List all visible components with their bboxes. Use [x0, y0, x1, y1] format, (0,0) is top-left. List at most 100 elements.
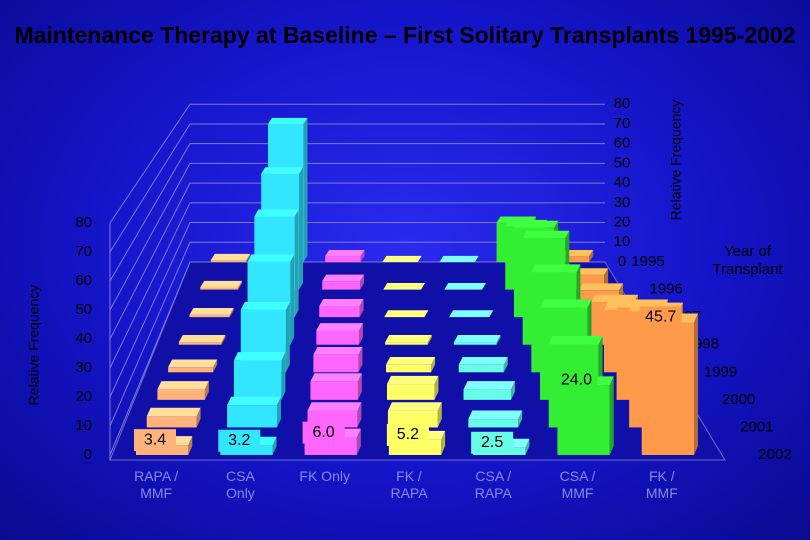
bar	[325, 256, 361, 262]
bar-side	[272, 436, 277, 455]
bar-top	[233, 352, 286, 361]
bar-side	[518, 410, 523, 428]
grid-line	[109, 123, 605, 253]
bar-top	[319, 299, 364, 306]
z-tick-label: 1995	[631, 253, 664, 270]
bar-top	[307, 402, 362, 411]
bar-side	[196, 407, 201, 428]
bar-side	[360, 249, 365, 262]
data-label-box	[302, 421, 345, 444]
data-label: 5.2	[397, 426, 419, 443]
bar	[210, 260, 247, 262]
bar-side	[427, 334, 432, 345]
data-label-box	[555, 369, 598, 392]
y-tick-label: 0	[84, 446, 92, 463]
bar-top	[316, 323, 363, 331]
data-label-box	[386, 423, 429, 446]
bar-top	[310, 373, 362, 382]
bar-top	[254, 209, 299, 217]
bar-side	[294, 209, 299, 318]
bar-top	[522, 230, 570, 239]
bar-top	[210, 253, 251, 261]
bar-top	[382, 255, 422, 262]
y-tick-label: 80	[75, 214, 92, 231]
bar-side	[356, 428, 361, 455]
z-axis-label: Year of Transplant	[712, 243, 783, 278]
bar	[322, 281, 361, 290]
bar-side	[246, 253, 251, 262]
bar-top	[146, 407, 201, 417]
bar-side	[431, 357, 436, 373]
z-tick-label: 2001	[740, 418, 773, 435]
y-tick-label: 60	[75, 272, 92, 289]
x-tick-label: CSA / MMF	[559, 468, 596, 501]
bar	[468, 419, 519, 428]
y2-tick-label: 30	[614, 194, 631, 211]
bar	[557, 385, 610, 455]
bar	[641, 322, 694, 455]
z-tick-label: 1999	[704, 363, 737, 380]
bar-side	[358, 323, 363, 345]
data-label-box	[471, 431, 514, 454]
bar-top	[240, 301, 290, 310]
x-tick-label: FK / RAPA	[390, 468, 428, 501]
bar	[189, 314, 230, 318]
bar-side	[221, 334, 226, 345]
data-label: 6.0	[312, 424, 334, 441]
grid-line	[109, 182, 605, 340]
bar-top	[386, 375, 439, 385]
bar-top	[322, 274, 365, 282]
grid-line	[109, 143, 605, 282]
data-label: 45.7	[645, 309, 676, 326]
bar-side	[496, 334, 501, 345]
y-tick-label: 20	[75, 388, 92, 405]
y-tick-label: 30	[75, 359, 92, 376]
bar-top	[268, 117, 308, 124]
data-label: 2.5	[481, 434, 503, 451]
bar-side	[213, 359, 218, 373]
y-tick-label: 40	[75, 330, 92, 347]
bar	[178, 342, 222, 345]
data-label-box	[134, 429, 177, 452]
bar	[553, 256, 590, 262]
x-tick-label: FK / MMF	[645, 468, 678, 501]
bar-top	[200, 280, 242, 288]
bar-side	[434, 375, 439, 400]
bar-side	[609, 376, 614, 455]
z-tick-label: 2000	[722, 391, 755, 408]
y2-tick-label: 70	[614, 115, 631, 132]
bar-top	[463, 381, 515, 390]
bar-side	[589, 249, 594, 262]
bar-top	[383, 283, 426, 290]
bar-top	[531, 264, 581, 273]
bar-side	[357, 402, 362, 428]
y2-tick-label: 20	[614, 214, 631, 231]
data-label-box	[639, 306, 682, 329]
y2-tick-label: 10	[614, 233, 631, 250]
bar-top	[468, 410, 523, 420]
x-tick-label: CSA Only	[226, 468, 255, 501]
bar	[385, 342, 428, 345]
bar-top	[325, 249, 365, 257]
bar-top	[157, 381, 209, 390]
bar-top	[313, 347, 363, 355]
bar-top	[178, 334, 226, 343]
bar-side	[276, 396, 281, 428]
bar	[313, 354, 359, 373]
z-tick-label: 2002	[758, 446, 791, 463]
data-label: 3.2	[228, 432, 250, 449]
x-tick-label: FK Only	[299, 468, 350, 484]
bar-top	[261, 167, 304, 174]
y-tick-label: 50	[75, 301, 92, 318]
bar-side	[503, 357, 508, 373]
data-label: 24.0	[561, 372, 592, 389]
bar-side	[525, 438, 530, 455]
bar-side	[510, 381, 515, 400]
bar	[316, 330, 359, 345]
bar-top	[189, 307, 234, 315]
grid-line	[109, 202, 605, 369]
bar-top	[458, 357, 508, 365]
bar-side	[303, 117, 308, 262]
